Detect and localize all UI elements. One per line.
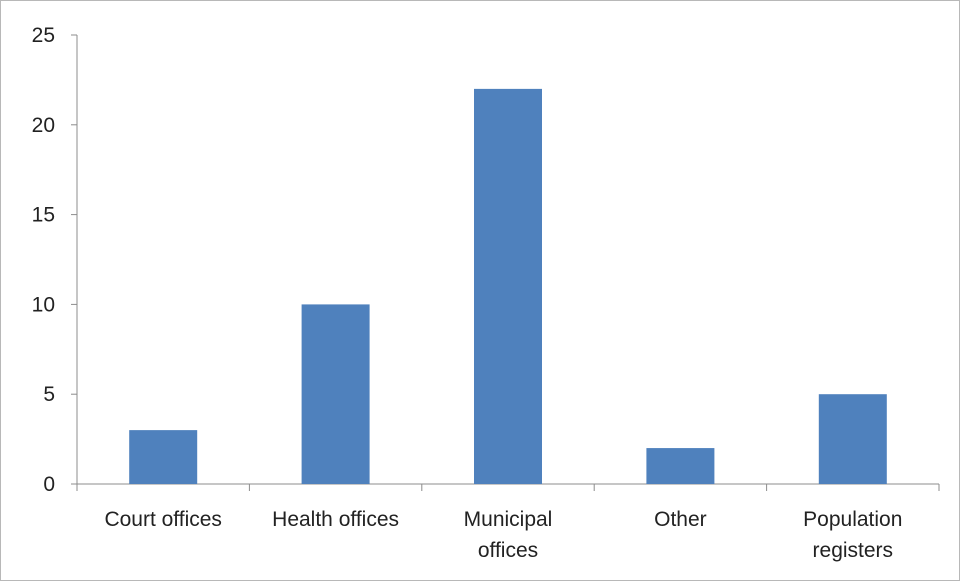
y-tick-label: 5	[43, 383, 55, 406]
bar-health-offices	[301, 304, 370, 484]
x-category-label-line: Population	[803, 508, 902, 531]
x-category-label: Other	[654, 508, 707, 531]
y-tick-label: 20	[32, 114, 55, 137]
y-tick-label: 15	[32, 204, 55, 227]
x-category-label: Municipal offices	[464, 508, 553, 562]
x-category-label: Population registers	[803, 508, 902, 562]
bar-court-offices	[129, 430, 198, 484]
y-tick-label: 0	[43, 473, 55, 496]
x-category-label: Health offices	[272, 508, 399, 531]
x-category-label-line: Municipal	[464, 508, 553, 531]
x-category-label-line: Court offices	[104, 508, 222, 531]
x-category-label-line: offices	[478, 539, 538, 562]
bar-municipal-offices	[474, 88, 542, 484]
x-category-label-line: Other	[654, 508, 707, 531]
bar-other	[646, 448, 715, 484]
x-category-label: Court offices	[104, 508, 222, 531]
x-category-label-line: Health offices	[272, 508, 399, 531]
y-tick-label: 25	[32, 24, 55, 47]
y-tick-label: 10	[32, 293, 55, 316]
bar-population-registers	[818, 394, 887, 484]
x-category-label-line: registers	[813, 539, 894, 562]
